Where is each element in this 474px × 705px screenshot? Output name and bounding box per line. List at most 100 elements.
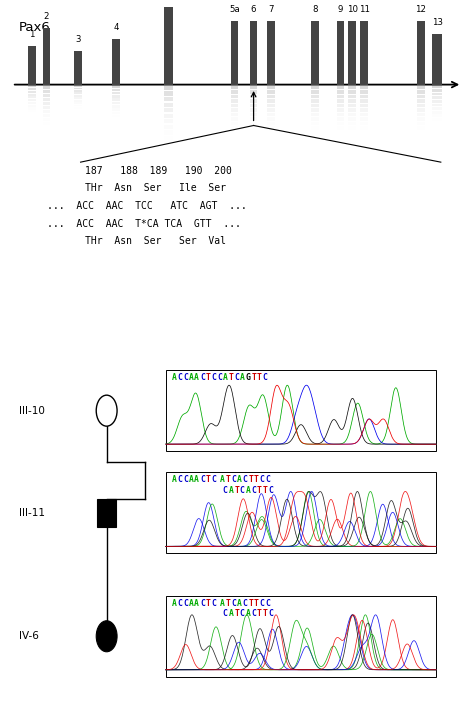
Bar <box>74 90 82 92</box>
Bar <box>164 108 173 112</box>
Text: C: C <box>177 599 182 608</box>
Circle shape <box>96 395 117 426</box>
Text: T: T <box>226 599 230 608</box>
Text: C: C <box>217 373 222 382</box>
Bar <box>250 94 257 98</box>
Bar <box>112 99 120 101</box>
Bar <box>28 102 36 104</box>
Bar <box>250 126 257 130</box>
Bar <box>417 109 425 112</box>
Bar <box>166 370 436 451</box>
Bar <box>417 104 425 107</box>
Bar <box>164 125 173 129</box>
Text: T: T <box>257 373 262 382</box>
Text: THr  Asn  Ser   Ser  Val: THr Asn Ser Ser Val <box>85 236 226 246</box>
Bar <box>337 104 344 107</box>
Text: C: C <box>200 599 205 608</box>
Text: C: C <box>177 475 182 484</box>
Bar <box>164 7 173 85</box>
Text: 187   188  189   190  200: 187 188 189 190 200 <box>85 166 232 176</box>
Bar <box>74 97 82 99</box>
Bar <box>311 122 319 125</box>
Text: T: T <box>257 486 262 495</box>
Bar <box>164 97 173 102</box>
Text: 1: 1 <box>29 30 35 39</box>
Bar <box>311 113 319 116</box>
Bar <box>112 95 120 98</box>
Bar <box>231 113 238 116</box>
Text: IV-6: IV-6 <box>19 631 39 642</box>
Bar <box>28 110 36 112</box>
Bar <box>43 110 50 113</box>
Text: A: A <box>246 609 250 618</box>
Bar <box>74 95 82 97</box>
Bar <box>74 85 82 87</box>
Text: 11: 11 <box>358 5 370 14</box>
Text: T: T <box>226 475 230 484</box>
Text: C: C <box>240 486 245 495</box>
Text: C: C <box>211 599 216 608</box>
Bar <box>166 472 436 553</box>
Bar <box>348 104 356 107</box>
Bar <box>360 99 368 103</box>
Bar <box>112 105 120 108</box>
Text: A: A <box>228 609 233 618</box>
Text: C: C <box>223 486 228 495</box>
Text: A: A <box>220 599 225 608</box>
Bar <box>360 104 368 107</box>
Bar <box>231 90 238 94</box>
Bar <box>311 99 319 103</box>
Bar <box>164 92 173 96</box>
Circle shape <box>96 620 117 651</box>
Bar <box>267 113 275 116</box>
Bar <box>74 104 82 106</box>
Bar <box>250 99 257 103</box>
Text: 13: 13 <box>431 18 443 27</box>
Bar <box>267 104 275 107</box>
Text: A: A <box>237 475 242 484</box>
Text: C: C <box>183 599 188 608</box>
Bar <box>417 118 425 121</box>
Bar <box>348 122 356 125</box>
Bar <box>250 113 257 116</box>
Bar <box>337 113 344 116</box>
Text: A: A <box>194 373 199 382</box>
Bar <box>43 102 50 105</box>
Bar <box>43 94 50 97</box>
Bar <box>417 90 425 94</box>
Bar <box>74 87 82 90</box>
Text: 8: 8 <box>312 5 318 14</box>
Bar <box>311 21 319 85</box>
Bar <box>432 118 442 121</box>
Bar <box>164 102 173 106</box>
Bar <box>337 122 344 125</box>
Text: T: T <box>263 609 267 618</box>
Text: A: A <box>240 373 245 382</box>
Bar <box>432 97 442 99</box>
Bar <box>164 136 173 140</box>
Bar <box>28 85 36 87</box>
Bar <box>267 99 275 103</box>
Text: A: A <box>194 599 199 608</box>
Bar <box>348 90 356 94</box>
Text: III-10: III-10 <box>19 405 45 416</box>
Bar <box>231 109 238 112</box>
Bar <box>164 86 173 90</box>
Text: C: C <box>211 373 216 382</box>
Text: C: C <box>243 599 247 608</box>
Text: A: A <box>189 373 193 382</box>
Bar <box>360 109 368 112</box>
Bar <box>112 102 120 104</box>
Bar <box>267 21 275 85</box>
Bar <box>231 126 238 130</box>
Bar <box>360 90 368 94</box>
Bar <box>43 97 50 101</box>
Bar <box>360 85 368 89</box>
Text: C: C <box>200 373 205 382</box>
Bar <box>348 85 356 89</box>
Text: C: C <box>243 475 247 484</box>
Bar <box>267 109 275 112</box>
Text: C: C <box>265 599 270 608</box>
Bar <box>74 107 82 109</box>
Bar <box>417 85 425 89</box>
